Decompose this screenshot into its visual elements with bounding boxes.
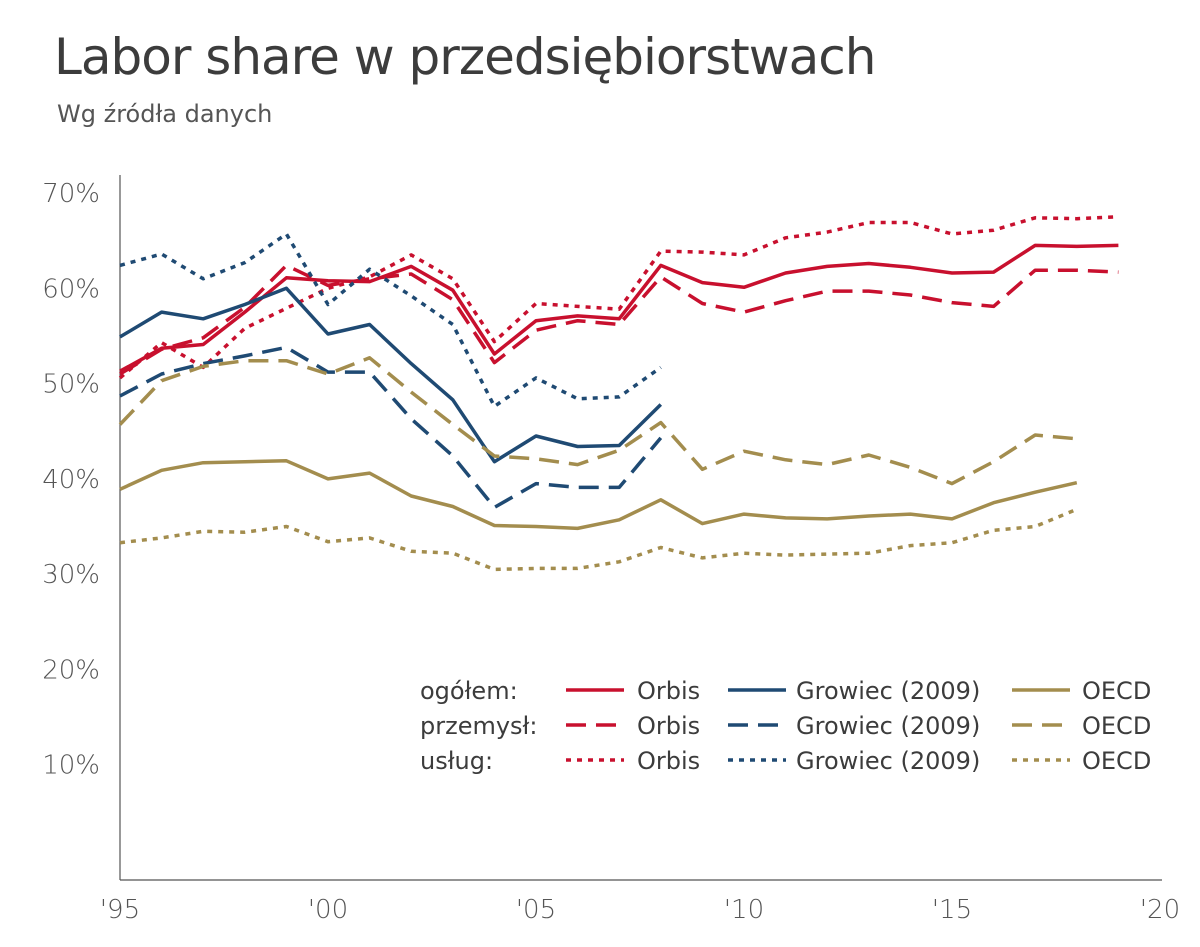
legend-row-label: przemysł: xyxy=(420,712,537,740)
series-line-usług-growiec-2009 xyxy=(119,232,662,409)
y-tick-label: 20% xyxy=(42,655,100,685)
x-tick-label: '10 xyxy=(724,895,764,925)
legend-row-label: usług: xyxy=(420,747,493,775)
legend-series-name: Orbis xyxy=(637,677,700,705)
legend: ogółem: Orbis Growiec (2009) OECD przemysł: O… xyxy=(420,677,1151,775)
legend-series-name: Orbis xyxy=(637,712,700,740)
series-line-przemysł-oecd xyxy=(118,356,1077,486)
legend-series-name: Orbis xyxy=(637,747,700,775)
y-tick-label: 30% xyxy=(42,560,100,590)
y-tick-label: 50% xyxy=(42,370,100,400)
x-tick-label: '20 xyxy=(1140,895,1180,925)
legend-series-name: Growiec (2009) xyxy=(796,712,980,740)
series-layer xyxy=(118,215,1119,572)
x-tick-label: '00 xyxy=(308,895,348,925)
x-axis-ticks: '95 '00 '05 '10 '15 '20 xyxy=(100,895,1180,925)
legend-row-label: ogółem: xyxy=(420,677,518,705)
series-line-ogółem-oecd xyxy=(119,459,1078,531)
y-axis-ticks: 10% 20% 30% 40% 50% 60% 70% xyxy=(42,179,100,781)
legend-series-name: OECD xyxy=(1082,747,1151,775)
y-tick-label: 10% xyxy=(42,751,100,781)
legend-series-name: Growiec (2009) xyxy=(796,747,980,775)
x-tick-label: '95 xyxy=(100,895,140,925)
series-line-usług-oecd xyxy=(119,507,1078,572)
series-line-usług-orbis xyxy=(118,215,1119,380)
series-line-przemysł-orbis xyxy=(119,263,1119,376)
legend-series-name: OECD xyxy=(1082,677,1151,705)
series-line-ogółem-growiec-2009 xyxy=(119,286,663,464)
series-line-ogółem-orbis xyxy=(119,243,1119,373)
axes xyxy=(119,175,1162,881)
series-line-przemysł-growiec-2009 xyxy=(119,345,663,510)
y-tick-label: 40% xyxy=(42,465,100,495)
chart-title: Labor share w przedsiębiorstwach xyxy=(54,28,876,86)
x-tick-label: '05 xyxy=(516,895,556,925)
y-tick-label: 70% xyxy=(42,179,100,209)
y-tick-label: 60% xyxy=(42,274,100,304)
chart-subtitle: Wg źródła danych xyxy=(57,100,273,128)
legend-series-name: OECD xyxy=(1082,712,1151,740)
legend-series-name: Growiec (2009) xyxy=(796,677,980,705)
x-tick-label: '15 xyxy=(932,895,972,925)
